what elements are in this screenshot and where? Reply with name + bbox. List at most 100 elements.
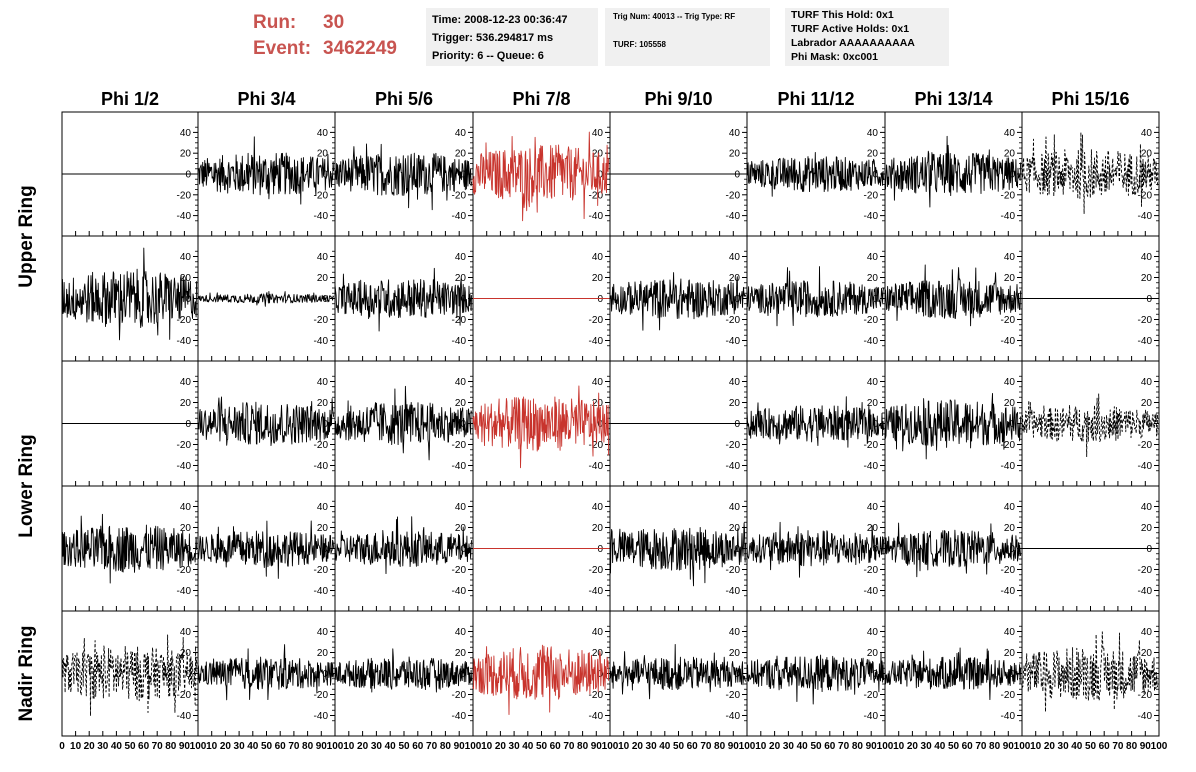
y-tick-label: 20 — [867, 149, 879, 160]
x-tick-label: 20 — [357, 741, 369, 752]
x-tick-label: 30 — [509, 741, 521, 752]
x-tick-label: 80 — [1126, 741, 1138, 752]
x-tick-label: 60 — [412, 741, 424, 752]
y-tick-label: 20 — [180, 523, 192, 534]
x-tick-label: 60 — [824, 741, 836, 752]
y-tick-label: -20 — [726, 565, 741, 576]
x-tick-label: 90 — [1003, 741, 1015, 752]
y-tick-label: 40 — [729, 128, 741, 139]
waveform-panel-r5-c8: -40 -20 0 20 40 — [1021, 610, 1160, 737]
waveform-trace — [746, 266, 885, 327]
y-tick-label: -40 — [864, 336, 879, 347]
x-tick-label: 90 — [454, 741, 466, 752]
y-tick-label: -40 — [589, 586, 604, 597]
y-tick-label: -40 — [864, 711, 879, 722]
waveform-panel-r1-c5: -40 -20 0 20 40 — [609, 111, 748, 237]
y-tick-label: -40 — [1138, 461, 1153, 472]
turf-info-box: TURF This Hold: 0x1 TURF Active Holds: 0… — [785, 8, 949, 66]
y-tick-label: 20 — [1004, 273, 1016, 284]
waveform-trace — [884, 647, 1022, 701]
x-tick-label: 10 — [70, 741, 82, 752]
y-tick-label: 40 — [180, 627, 192, 638]
run-event-block: Run: 30 Event: 3462249 — [253, 10, 397, 62]
y-tick-label: 20 — [1141, 273, 1153, 284]
y-tick-label: 20 — [867, 398, 879, 409]
x-tick-label: 10 — [343, 741, 355, 752]
waveform-trace — [61, 513, 198, 584]
x-tick-label: 50 — [536, 741, 548, 752]
x-tick-label: 60 — [550, 741, 562, 752]
waveform-trace — [1021, 131, 1159, 215]
y-tick-label: 40 — [867, 128, 879, 139]
waveform-panel-r4-c7: -40 -20 0 20 40 — [884, 485, 1023, 612]
waveform-trace — [1021, 631, 1159, 713]
x-tick-label: 30 — [234, 741, 246, 752]
y-tick-label: 0 — [460, 544, 466, 555]
y-tick-label: -40 — [452, 336, 467, 347]
y-tick-label: 40 — [455, 627, 467, 638]
waveform-panel-r4-c8: -40 -20 0 20 40 — [1021, 485, 1160, 612]
y-tick-label: -20 — [864, 565, 879, 576]
y-tick-label: 20 — [455, 398, 467, 409]
waveform-trace — [334, 648, 473, 693]
y-tick-label: -20 — [177, 315, 192, 326]
y-tick-label: 20 — [592, 398, 604, 409]
waveform-trace — [334, 143, 473, 211]
y-tick-label: 20 — [729, 273, 741, 284]
x-tick-label: 80 — [714, 741, 726, 752]
y-tick-label: 0 — [597, 544, 603, 555]
phi-header-6: Phi 11/12 — [777, 89, 854, 109]
y-tick-label: -20 — [589, 190, 604, 201]
y-tick-label: 40 — [180, 128, 192, 139]
trigger-line: Trigger: 536.294817 ms — [432, 32, 554, 44]
y-tick-label: -40 — [864, 586, 879, 597]
x-tick-label: 100 — [465, 741, 482, 752]
y-tick-label: -40 — [177, 586, 192, 597]
phi-header-5: Phi 9/10 — [644, 89, 712, 109]
y-tick-label: 20 — [317, 523, 329, 534]
y-tick-label: 40 — [455, 377, 467, 388]
y-tick-label: -40 — [726, 711, 741, 722]
waveform-trace — [884, 264, 1022, 327]
y-tick-label: 40 — [867, 627, 879, 638]
y-tick-label: 20 — [592, 523, 604, 534]
y-tick-label: 40 — [1141, 627, 1153, 638]
y-tick-label: -20 — [726, 440, 741, 451]
y-tick-label: -40 — [452, 461, 467, 472]
x-tick-label: 100 — [190, 741, 207, 752]
x-tick-label: 40 — [385, 741, 397, 752]
x-tick-label: 90 — [1140, 741, 1152, 752]
waveform-trace — [884, 135, 1022, 208]
y-tick-label: 40 — [455, 502, 467, 513]
x-tick-label: 70 — [152, 741, 164, 752]
x-tick-label: 20 — [84, 741, 96, 752]
y-tick-label: 40 — [317, 502, 329, 513]
y-tick-label: 20 — [317, 398, 329, 409]
waveform-panel-r4-c4: -40 -20 0 20 40 — [472, 485, 611, 612]
waveform-trace — [609, 522, 747, 587]
y-tick-label: 0 — [185, 170, 191, 181]
x-tick-label: 100 — [1151, 741, 1168, 752]
y-tick-label: -40 — [589, 461, 604, 472]
x-tick-label: 50 — [1085, 741, 1097, 752]
y-tick-label: -20 — [864, 315, 879, 326]
y-tick-label: 40 — [317, 128, 329, 139]
x-tick-label: 80 — [165, 741, 177, 752]
waveform-trace — [334, 385, 473, 461]
waveform-trace — [197, 644, 335, 701]
y-tick-label: -20 — [1138, 565, 1153, 576]
y-tick-label: -20 — [864, 440, 879, 451]
y-tick-label: 20 — [1004, 648, 1016, 659]
y-tick-label: -40 — [1001, 211, 1016, 222]
waveform-trace — [746, 521, 885, 578]
y-tick-label: -40 — [314, 461, 329, 472]
y-tick-label: 0 — [185, 544, 191, 555]
y-tick-label: -20 — [589, 315, 604, 326]
y-tick-label: -20 — [452, 315, 467, 326]
x-tick-label: 20 — [220, 741, 232, 752]
x-tick-label: 100 — [877, 741, 894, 752]
ring-label-1: Upper Ring — [16, 185, 37, 287]
